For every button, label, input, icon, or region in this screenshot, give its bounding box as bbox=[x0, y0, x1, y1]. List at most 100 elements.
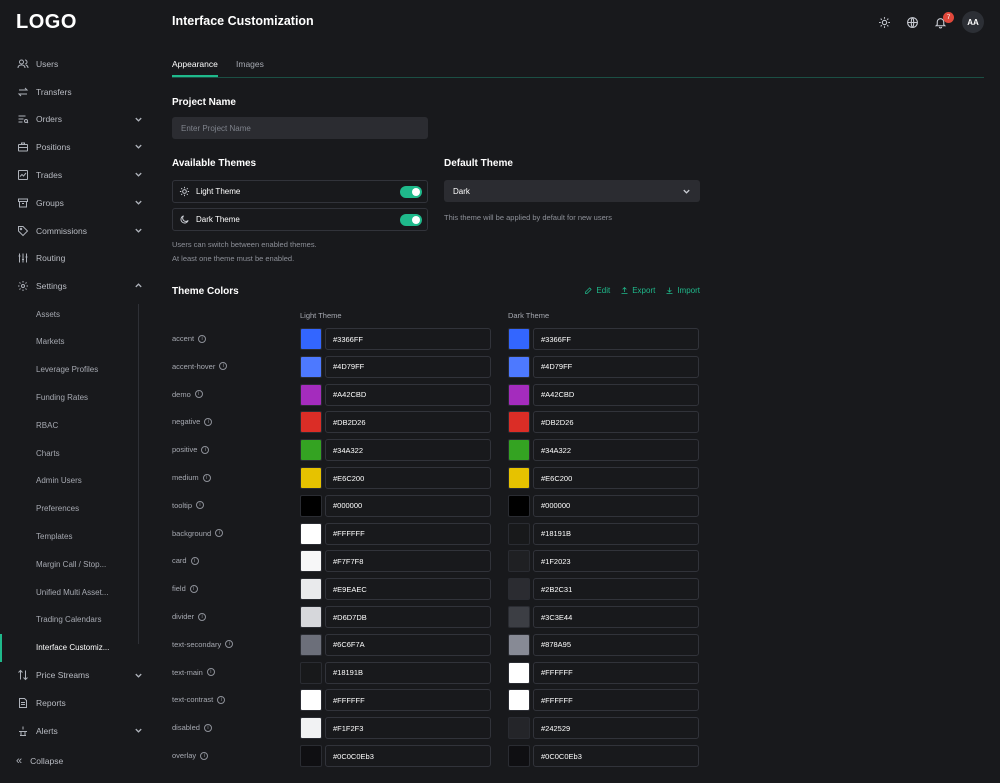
info-icon[interactable]: i bbox=[217, 695, 226, 704]
light-color-swatch[interactable] bbox=[300, 661, 322, 684]
dark-color-hex-input[interactable]: #0C0C0Eb3 bbox=[533, 745, 699, 767]
dark-color-swatch[interactable] bbox=[508, 633, 530, 656]
dark-color-hex-input[interactable]: #3C3E44 bbox=[533, 606, 699, 628]
sidebar-subitem-funding-rates[interactable]: Funding Rates bbox=[36, 392, 89, 402]
notifications-button[interactable]: 7 bbox=[934, 12, 954, 30]
dark-color-swatch[interactable] bbox=[508, 328, 530, 350]
sidebar-subitem-unified-multi-asset[interactable]: Unified Multi Asset... bbox=[36, 587, 109, 597]
language-button[interactable] bbox=[906, 14, 922, 30]
light-color-hex-input[interactable]: #F1F2F3 bbox=[325, 717, 491, 740]
info-icon[interactable]: i bbox=[198, 612, 207, 621]
dark-color-swatch[interactable] bbox=[508, 467, 530, 489]
dark-color-hex-input[interactable]: #A42CBD bbox=[533, 383, 699, 406]
dark-color-swatch[interactable] bbox=[508, 494, 530, 517]
light-color-hex-input[interactable]: #F7F7F8 bbox=[325, 550, 491, 573]
dark-theme-toggle[interactable] bbox=[400, 214, 422, 226]
dark-color-swatch[interactable] bbox=[508, 355, 530, 378]
light-color-swatch[interactable] bbox=[300, 494, 322, 517]
light-color-hex-input[interactable]: #FFFFFF bbox=[325, 522, 491, 545]
info-icon[interactable]: i bbox=[200, 751, 209, 760]
dark-color-swatch[interactable] bbox=[508, 383, 530, 406]
light-theme-toggle[interactable] bbox=[400, 186, 422, 198]
light-color-hex-input[interactable]: #DB2D26 bbox=[325, 411, 491, 434]
dark-color-hex-input[interactable]: #3366FF bbox=[533, 328, 699, 350]
light-color-swatch[interactable] bbox=[300, 439, 322, 462]
light-color-hex-input[interactable]: #D6D7DB bbox=[325, 606, 491, 628]
dark-color-swatch[interactable] bbox=[508, 717, 530, 740]
dark-color-hex-input[interactable]: #4D79FF bbox=[533, 355, 699, 378]
sidebar-subitem-interface-customiz[interactable]: Interface Customiz... bbox=[0, 633, 157, 662]
sidebar-item-trades[interactable]: Trades bbox=[0, 161, 157, 189]
sidebar-subitem-leverage-profiles[interactable]: Leverage Profiles bbox=[36, 365, 99, 375]
sidebar-item-groups[interactable]: Groups bbox=[0, 189, 157, 217]
light-color-hex-input[interactable]: #3366FF bbox=[325, 328, 491, 350]
sidebar-subitem-margin-call-stop[interactable]: Margin Call / Stop... bbox=[36, 559, 107, 569]
dark-color-swatch[interactable] bbox=[508, 661, 530, 684]
dark-color-hex-input[interactable]: #E6C200 bbox=[533, 467, 699, 489]
light-color-swatch[interactable] bbox=[300, 689, 322, 712]
info-icon[interactable]: i bbox=[194, 390, 203, 399]
dark-color-hex-input[interactable]: #000000 bbox=[533, 494, 699, 517]
project-name-input[interactable]: Enter Project Name bbox=[172, 117, 428, 139]
theme-toggle-button[interactable] bbox=[878, 14, 894, 30]
dark-color-swatch[interactable] bbox=[508, 550, 530, 573]
info-icon[interactable]: i bbox=[203, 723, 212, 732]
sidebar-subitem-rbac[interactable]: RBAC bbox=[36, 420, 59, 430]
sidebar-subitem-assets[interactable]: Assets bbox=[36, 309, 61, 319]
light-color-hex-input[interactable]: #0C0C0Eb3 bbox=[325, 745, 491, 767]
sidebar-subitem-trading-calendars[interactable]: Trading Calendars bbox=[36, 615, 102, 625]
light-color-hex-input[interactable]: #E6C200 bbox=[325, 467, 491, 489]
info-icon[interactable]: i bbox=[215, 529, 224, 538]
info-icon[interactable]: i bbox=[219, 362, 228, 371]
avatar[interactable]: AA bbox=[962, 11, 984, 33]
dark-color-hex-input[interactable]: #FFFFFF bbox=[533, 689, 699, 712]
sidebar-subitem-templates[interactable]: Templates bbox=[36, 531, 73, 541]
light-color-hex-input[interactable]: #A42CBD bbox=[325, 383, 491, 406]
light-color-hex-input[interactable]: #4D79FF bbox=[325, 355, 491, 378]
info-icon[interactable]: i bbox=[202, 473, 211, 482]
import-button[interactable]: Import bbox=[665, 286, 700, 295]
light-color-swatch[interactable] bbox=[300, 522, 322, 545]
dark-color-hex-input[interactable]: #FFFFFF bbox=[533, 661, 699, 684]
export-button[interactable]: Export bbox=[620, 286, 655, 295]
light-color-hex-input[interactable]: #000000 bbox=[325, 494, 491, 517]
light-color-swatch[interactable] bbox=[300, 633, 322, 656]
sidebar-item-price-streams[interactable]: Price Streams bbox=[0, 662, 157, 690]
sidebar-subitem-charts[interactable]: Charts bbox=[36, 448, 60, 458]
light-color-swatch[interactable] bbox=[300, 355, 322, 378]
dark-color-hex-input[interactable]: #34A322 bbox=[533, 439, 699, 462]
light-color-hex-input[interactable]: #E9EAEC bbox=[325, 578, 491, 601]
sidebar-item-positions[interactable]: Positions bbox=[0, 133, 157, 161]
dark-color-hex-input[interactable]: #DB2D26 bbox=[533, 411, 699, 434]
light-color-swatch[interactable] bbox=[300, 606, 322, 628]
light-color-swatch[interactable] bbox=[300, 383, 322, 406]
dark-color-hex-input[interactable]: #242529 bbox=[533, 717, 699, 740]
dark-color-hex-input[interactable]: #878A95 bbox=[533, 633, 699, 656]
dark-color-hex-input[interactable]: #1F2023 bbox=[533, 550, 699, 573]
tab-images[interactable]: Images bbox=[236, 59, 264, 69]
light-color-swatch[interactable] bbox=[300, 717, 322, 740]
light-color-hex-input[interactable]: #6C6F7A bbox=[325, 633, 491, 656]
dark-color-swatch[interactable] bbox=[508, 411, 530, 434]
info-icon[interactable]: i bbox=[198, 334, 207, 343]
info-icon[interactable]: i bbox=[201, 445, 210, 454]
light-color-swatch[interactable] bbox=[300, 578, 322, 601]
info-icon[interactable]: i bbox=[206, 668, 215, 677]
collapse-button[interactable]: « Collapse bbox=[16, 755, 63, 767]
dark-color-swatch[interactable] bbox=[508, 745, 530, 767]
light-color-hex-input[interactable]: #34A322 bbox=[325, 439, 491, 462]
sidebar-subitem-preferences[interactable]: Preferences bbox=[36, 504, 80, 514]
light-color-swatch[interactable] bbox=[300, 550, 322, 573]
sidebar-subitem-markets[interactable]: Markets bbox=[36, 337, 65, 347]
sidebar-item-orders[interactable]: Orders bbox=[0, 106, 157, 134]
sidebar-item-commissions[interactable]: Commissions bbox=[0, 217, 157, 245]
light-color-swatch[interactable] bbox=[300, 467, 322, 489]
dark-color-swatch[interactable] bbox=[508, 578, 530, 601]
sidebar-item-alerts[interactable]: Alerts bbox=[0, 717, 157, 745]
dark-color-hex-input[interactable]: #18191B bbox=[533, 522, 699, 545]
sidebar-item-transfers[interactable]: Transfers bbox=[0, 78, 157, 106]
info-icon[interactable]: i bbox=[190, 556, 199, 565]
info-icon[interactable]: i bbox=[225, 640, 234, 649]
sidebar-item-settings[interactable]: Settings bbox=[0, 272, 157, 300]
info-icon[interactable]: i bbox=[196, 501, 205, 510]
